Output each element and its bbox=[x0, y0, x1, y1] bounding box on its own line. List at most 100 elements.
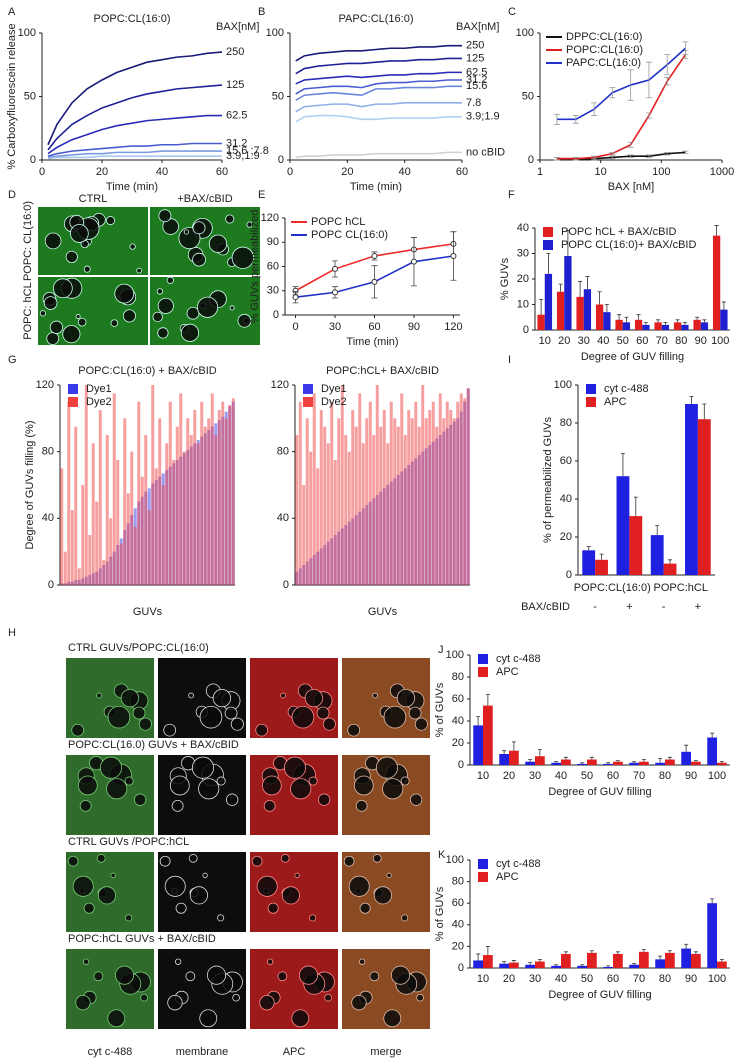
panel-letter: F bbox=[508, 189, 515, 201]
bar bbox=[158, 418, 162, 585]
error-bar bbox=[586, 546, 591, 551]
vesicle bbox=[140, 993, 148, 1002]
x-tick-label: 60 bbox=[216, 166, 228, 178]
y-tick-label: 30 bbox=[267, 285, 279, 297]
vesicle bbox=[386, 872, 392, 878]
bar bbox=[700, 322, 709, 330]
vesicle bbox=[49, 320, 64, 334]
chart-title: POPC:CL(16:0) + BAX/cBID bbox=[78, 365, 217, 377]
bar bbox=[393, 418, 397, 585]
error-bar bbox=[693, 951, 698, 954]
vesicle bbox=[192, 221, 206, 235]
marker bbox=[332, 289, 338, 296]
vesicle bbox=[309, 914, 317, 922]
series-label: 62.5 bbox=[466, 66, 487, 78]
legend-label: POPC hCL bbox=[311, 216, 365, 228]
error-bar bbox=[684, 943, 689, 949]
vesicle bbox=[163, 723, 177, 737]
data-line bbox=[47, 51, 223, 146]
bar bbox=[351, 410, 355, 585]
vesicle bbox=[212, 688, 232, 708]
legend-swatch bbox=[478, 667, 488, 677]
bar bbox=[663, 563, 677, 575]
data-line bbox=[295, 57, 462, 75]
vesicle bbox=[136, 267, 143, 274]
y-tick-label: 0 bbox=[528, 154, 534, 166]
error-bar bbox=[627, 141, 634, 148]
bar bbox=[665, 759, 675, 765]
legend-label: POPC CL(16:0) bbox=[311, 229, 388, 241]
legend-label: DPPC:CL(16:0) bbox=[566, 31, 642, 43]
vesicle bbox=[138, 717, 152, 731]
bar bbox=[161, 485, 165, 585]
y-tick-label: 100 bbox=[554, 379, 572, 391]
bar bbox=[368, 401, 372, 585]
x-axis-label: Degree of GUV filling bbox=[548, 989, 651, 1001]
error-bar bbox=[476, 953, 481, 961]
vesicle bbox=[122, 309, 136, 323]
bar bbox=[309, 451, 313, 585]
x-axis-label: Degree of GUV filling bbox=[548, 786, 651, 798]
x-tick-label: 80 bbox=[659, 973, 671, 985]
error-bar bbox=[606, 965, 611, 967]
vesicle bbox=[261, 775, 282, 796]
y-tick-label: 40 bbox=[517, 222, 529, 234]
bar bbox=[421, 385, 425, 585]
bar bbox=[661, 324, 670, 330]
vesicle bbox=[159, 855, 171, 867]
y-axis-label: % of permeabilized GUVs bbox=[542, 417, 554, 543]
x-tick-label: 90 bbox=[408, 321, 420, 333]
bar bbox=[681, 751, 691, 765]
vesicle bbox=[401, 914, 409, 922]
vesicle bbox=[83, 902, 95, 914]
vesicle bbox=[110, 872, 116, 878]
series-label: 250 bbox=[226, 46, 244, 58]
y-axis-label: Degree of GUVs filling (%) bbox=[24, 421, 36, 550]
data-line bbox=[295, 114, 462, 123]
bar bbox=[63, 551, 67, 585]
vesicle bbox=[322, 717, 336, 731]
bar bbox=[193, 410, 197, 585]
series-label: 15.6 bbox=[466, 80, 487, 92]
y-tick-label: 80 bbox=[277, 446, 289, 458]
error-bar bbox=[572, 157, 579, 161]
legend-swatch bbox=[478, 654, 488, 664]
y-tick-label: 80 bbox=[560, 417, 572, 429]
bar bbox=[74, 426, 78, 585]
vesicle bbox=[183, 229, 189, 235]
vesicle bbox=[171, 799, 184, 812]
vesicle bbox=[263, 799, 276, 812]
vesicle bbox=[97, 886, 116, 905]
y-tick-label: 100 bbox=[266, 27, 284, 39]
x-tick-label: 20 bbox=[503, 770, 515, 782]
bar bbox=[337, 418, 341, 585]
error-bar bbox=[609, 87, 616, 99]
legend-label: APC bbox=[496, 871, 519, 883]
vesicle bbox=[69, 224, 89, 243]
x-tick-label: 10 bbox=[477, 973, 489, 985]
vesicle bbox=[256, 875, 278, 897]
vesicle bbox=[225, 214, 235, 224]
x-axis-label: Time (min) bbox=[350, 181, 402, 193]
bar bbox=[707, 737, 717, 765]
vesicle bbox=[164, 875, 186, 897]
bar bbox=[435, 426, 439, 585]
vesicle bbox=[71, 723, 85, 737]
bar bbox=[442, 418, 446, 585]
error-bar bbox=[721, 301, 726, 310]
vesicle bbox=[107, 1009, 126, 1028]
error-bar bbox=[615, 951, 620, 954]
vesicle bbox=[114, 965, 135, 985]
x-tick-label: 20 bbox=[341, 166, 353, 178]
x-tick-label: + bbox=[695, 601, 701, 613]
bar bbox=[207, 418, 211, 585]
bar bbox=[182, 451, 186, 585]
error-bar bbox=[597, 291, 602, 305]
vesicle bbox=[304, 688, 324, 708]
bar bbox=[400, 393, 404, 585]
bar bbox=[112, 393, 116, 585]
bar bbox=[298, 401, 302, 585]
bar bbox=[203, 426, 207, 585]
x-tick-label: 10 bbox=[539, 335, 551, 347]
y-tick-label: 50 bbox=[272, 90, 284, 102]
